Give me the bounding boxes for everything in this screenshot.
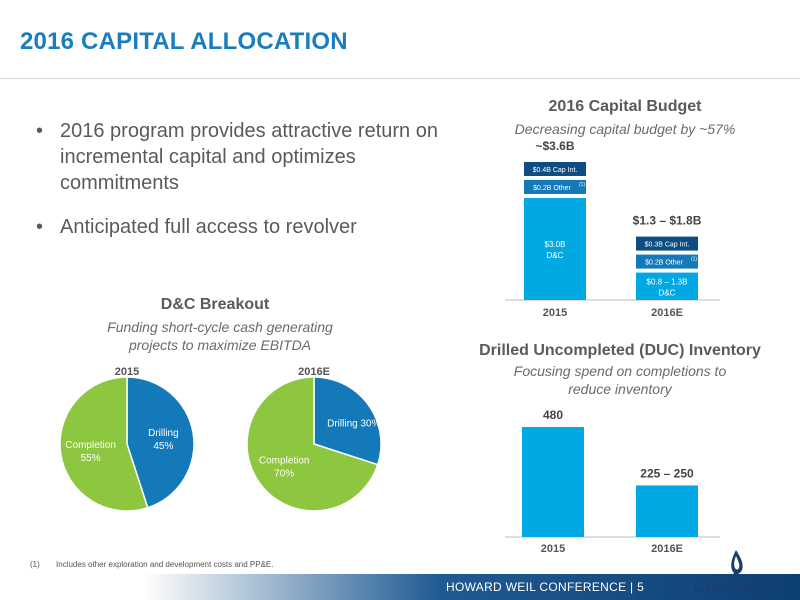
pie-slice-drilling-2015: [126, 376, 195, 509]
capital-budget-label-capint-2016E: $0.3B Cap Int.: [645, 242, 690, 249]
title-divider: [0, 78, 800, 79]
pie-label-completion-2016E: Completion: [259, 456, 310, 467]
capital-budget-bar-capint-2015: [524, 162, 586, 176]
duc-value-label-2015: 480: [543, 408, 563, 422]
capital-budget-label-dc-unit-2016E: D&C: [659, 288, 676, 297]
pie-value-drilling-2015: 45%: [153, 441, 173, 452]
duc-bar-2015: [522, 427, 584, 537]
footnote-text: Includes other exploration and developme…: [56, 560, 274, 569]
capital-budget-bar-other-2015: [524, 180, 586, 194]
duc-value-label-2016E: 225 – 250: [640, 466, 694, 480]
pie-value-completion-2016E: 70%: [274, 469, 294, 480]
capital-budget-label-dc-unit-2015: D&C: [547, 251, 564, 260]
capital-budget-label-other-2016E: $0.2B Other: [645, 260, 683, 267]
capital-budget-bar-other-2016E: [636, 254, 698, 269]
capital-budget-footnote-2015: (1): [579, 182, 585, 188]
logo-energy-text: ENERGY: [740, 592, 774, 598]
capital-budget-bar-dc-2016E: [636, 272, 698, 300]
bullet-item: 2016 program provides attractive return …: [30, 118, 480, 196]
pie-year-label-2015: 2015: [115, 366, 139, 378]
pie-value-completion-2015: 55%: [81, 453, 101, 464]
capital-budget-title: 2016 Capital Budget: [548, 98, 702, 115]
capital-budget-xtick-2016E: 2016E: [651, 307, 683, 319]
capital-budget-bar-capint-2016E: [636, 236, 698, 251]
capital-budget-bar-dc-2015: [524, 198, 586, 300]
capital-budget-subtitle: Decreasing capital budget by ~57%: [514, 121, 736, 137]
capital-budget-xtick-2015: 2015: [543, 307, 567, 319]
capital-budget-label-capint-2015: $0.4B Cap Int.: [533, 167, 578, 174]
capital-budget-label-dc-2015: $3.0B: [545, 240, 566, 249]
capital-budget-total-2016E: $1.3 – $1.8B: [633, 214, 702, 228]
capital-budget-label-dc-2016E: $0.8 – 1.3B: [647, 277, 688, 286]
capital-budget-footnote-2016E: (1): [691, 257, 697, 263]
duc-xtick-2016E: 2016E: [651, 543, 683, 555]
pie-year-label-2016E: 2016E: [298, 366, 330, 378]
pie-slice-completion-2015: [59, 376, 149, 512]
duc-inventory-subtitle: Focusing spend on completions to reduce …: [513, 363, 727, 397]
pie-slice-completion-2016E: [246, 376, 379, 512]
pie-label-drilling-2015: Drilling: [148, 428, 179, 439]
bullet-list: 2016 program provides attractive return …: [30, 118, 480, 258]
footnote-number: (1): [30, 560, 40, 569]
duc-inventory-title: Drilled Uncompleted (DUC) Inventory: [479, 342, 761, 359]
capital-budget-label-other-2015: $0.2B Other: [533, 185, 571, 192]
footnote: (1) Includes other exploration and devel…: [30, 560, 273, 569]
capital-budget-total-2015: ~$3.6B: [535, 139, 574, 153]
slide-title: 2016 CAPITAL ALLOCATION: [20, 28, 348, 55]
company-logo-icon: [731, 550, 743, 576]
pie-label-drilling-2016E: Drilling 30%: [327, 418, 380, 429]
duc-bar-2016E: [636, 485, 698, 537]
pie-label-completion-2015: Completion: [65, 440, 116, 451]
dc-breakout-subtitle: Funding short-cycle cash generating proj…: [107, 319, 333, 353]
dc-breakout-title: D&C Breakout: [160, 296, 270, 313]
bullet-item: Anticipated full access to revolver: [30, 214, 480, 240]
pie-slice-drilling-2016E: [313, 376, 382, 466]
footer-text: HOWARD WEIL CONFERENCE | 5: [446, 580, 645, 594]
logo-wordmark: Chesapeake: [694, 576, 780, 596]
footer-bar: [0, 574, 800, 600]
duc-xtick-2015: 2015: [541, 543, 565, 555]
